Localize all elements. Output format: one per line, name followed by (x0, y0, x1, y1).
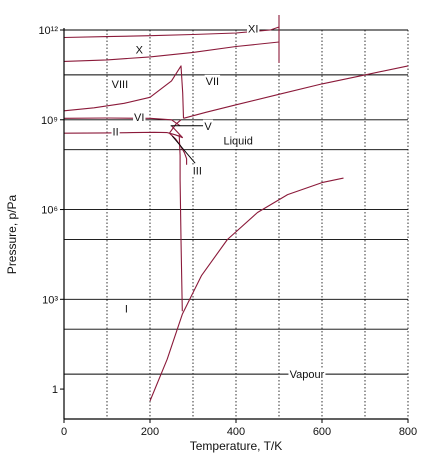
x-tick-label: 200 (141, 426, 159, 438)
phase-boundaries (63, 15, 409, 402)
y-tick-label: 10³ (42, 294, 58, 306)
region-label: X (136, 44, 144, 56)
region-label-background (288, 368, 326, 381)
y-axis-title: Pressure, p/Pa (5, 194, 19, 274)
region-label-background (203, 119, 214, 132)
phase-boundary-curve (178, 134, 183, 312)
y-tick-label: 10¹² (38, 25, 58, 37)
region-label: II (113, 127, 119, 139)
region-label: VI (134, 112, 144, 124)
region-label: V (204, 121, 212, 133)
x-tick-label: 600 (313, 426, 331, 438)
phase-boundary-curve (63, 41, 280, 62)
region-label: Liquid (223, 136, 252, 148)
region-label-background (111, 125, 120, 138)
region-label: III (193, 166, 202, 178)
region-label-background (204, 74, 221, 87)
x-tick-label: 800 (399, 426, 417, 438)
y-tick-label: 10⁶ (41, 205, 58, 217)
phase-boundary-curve (63, 26, 280, 39)
x-tick-label: 0 (61, 426, 67, 438)
region-label: VIII (112, 79, 129, 91)
region-label-background (123, 302, 129, 315)
x-axis-title: Temperature, T/K (190, 439, 282, 453)
region-label: VII (206, 76, 219, 88)
phase-boundary-curve (169, 132, 188, 165)
region-label-background (246, 22, 260, 35)
region-label: I (125, 303, 128, 315)
region-label-background (134, 43, 145, 56)
phase-boundary-curve (149, 177, 344, 402)
axes: 0 200 400 600 800 1 10³ 10⁶ 10⁹ 10¹² (38, 25, 417, 438)
grid-layer (64, 29, 409, 419)
phase-boundary-curve (183, 65, 409, 119)
region-label-background (133, 110, 146, 123)
phase-boundary-curve (169, 132, 183, 139)
phase-boundary-curve (171, 125, 184, 139)
region-label-background (222, 134, 254, 147)
phase-boundary-curve (63, 117, 181, 127)
phase-boundary-curve (63, 131, 170, 134)
x-tick-label: 400 (227, 426, 245, 438)
phase-boundary-curve (168, 119, 182, 134)
phase-boundary-curve (63, 65, 185, 119)
label-pointer-iii (172, 135, 196, 164)
y-tick-label: 10⁹ (41, 115, 58, 127)
region-label-background (110, 77, 130, 90)
region-label: Vapour (290, 369, 325, 381)
region-label-background (191, 164, 203, 177)
label-pointers (170, 125, 206, 164)
region-label: XI (248, 24, 258, 36)
y-tick-label: 1 (52, 384, 58, 396)
